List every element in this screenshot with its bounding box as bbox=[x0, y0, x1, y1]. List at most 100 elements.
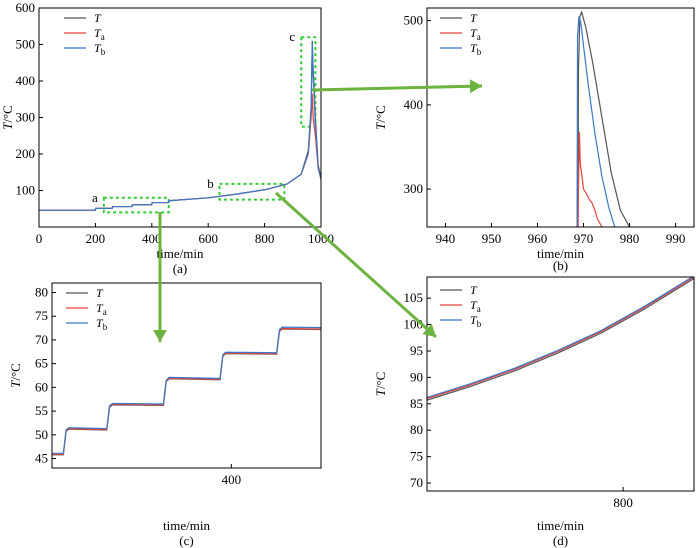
x-axis-label: time/min bbox=[537, 246, 584, 261]
legend-entry-T: T bbox=[94, 11, 102, 25]
x-tick-label: 950 bbox=[482, 231, 502, 246]
x-tick-label: 960 bbox=[528, 231, 548, 246]
panel-caption: (d) bbox=[553, 533, 568, 548]
y-tick-label: 65 bbox=[35, 356, 48, 371]
y-tick-label: 500 bbox=[16, 37, 36, 52]
x-axis-label: time/min bbox=[157, 246, 204, 261]
legend-entry-Tb: Tb bbox=[94, 41, 106, 57]
legend-entry-Ta: Ta bbox=[94, 26, 105, 42]
series-line-Ta bbox=[52, 327, 321, 455]
legend-entry-Tb: Tb bbox=[470, 41, 482, 57]
legend-entry-Tb: Tb bbox=[470, 313, 482, 329]
series-line-T bbox=[52, 328, 321, 456]
y-tick-label: 45 bbox=[35, 451, 48, 466]
y-tick-label: 50 bbox=[35, 427, 48, 442]
x-tick-label: 400 bbox=[142, 231, 162, 246]
arrow-head bbox=[469, 79, 482, 94]
legend-entry-Tb: Tb bbox=[96, 316, 108, 332]
highlight-label-a: a bbox=[92, 190, 98, 205]
x-tick-label: 0 bbox=[36, 231, 43, 246]
y-tick-label: 400 bbox=[404, 97, 424, 112]
x-tick-label: 800 bbox=[613, 495, 633, 510]
series-line-Tb bbox=[39, 42, 321, 211]
y-tick-label: 70 bbox=[410, 475, 423, 490]
plot-frame bbox=[51, 282, 322, 469]
series-line-Tb bbox=[576, 16, 616, 227]
highlight-label-c: c bbox=[289, 29, 295, 44]
series-line-Ta bbox=[427, 277, 694, 400]
chart-panel-b: 940 950 960 970 980 990 300 400 500 time/min T/°C (… bbox=[373, 7, 695, 273]
panel-caption: (c) bbox=[179, 533, 193, 548]
y-tick-label: 70 bbox=[35, 332, 48, 347]
x-tick-label: 1000 bbox=[308, 231, 334, 246]
y-tick-label: 55 bbox=[35, 403, 48, 418]
legend-entry-T: T bbox=[96, 286, 104, 300]
series-line-T bbox=[577, 10, 631, 227]
x-tick-label: 940 bbox=[436, 231, 456, 246]
arrow-b-to-panel-d bbox=[274, 191, 438, 339]
x-tick-label: 600 bbox=[198, 231, 218, 246]
series-line-Ta bbox=[39, 93, 321, 211]
y-axis-label: T/°C bbox=[8, 363, 23, 388]
y-tick-label: 300 bbox=[16, 110, 36, 125]
arrow-head bbox=[153, 330, 167, 342]
series-line-T bbox=[427, 278, 694, 401]
x-axis-label: time/min bbox=[163, 518, 210, 533]
x-tick-label: 400 bbox=[222, 472, 242, 487]
y-tick-label: 400 bbox=[16, 73, 36, 88]
series-line-Tb bbox=[427, 277, 694, 399]
x-tick-label: 800 bbox=[255, 231, 275, 246]
y-tick-label: 60 bbox=[35, 379, 48, 394]
arrow-head bbox=[422, 323, 436, 337]
y-axis-label: T/°C bbox=[373, 372, 388, 397]
legend-entry-Ta: Ta bbox=[470, 26, 481, 42]
series-line-Tb bbox=[52, 326, 321, 454]
y-tick-label: 500 bbox=[404, 13, 424, 28]
x-tick-label: 970 bbox=[574, 231, 594, 246]
y-tick-label: 75 bbox=[35, 308, 48, 323]
arrow-shaft bbox=[311, 84, 483, 92]
arrow-a-to-panel-c bbox=[153, 212, 167, 342]
x-tick-label: 980 bbox=[620, 231, 640, 246]
plot-frame bbox=[426, 7, 695, 228]
y-tick-label: 95 bbox=[410, 343, 423, 358]
highlight-box-a bbox=[102, 196, 170, 214]
y-tick-label: 105 bbox=[404, 290, 424, 305]
highlight-box-c bbox=[300, 36, 317, 128]
panel-caption: (a) bbox=[173, 261, 187, 276]
y-tick-label: 200 bbox=[16, 146, 36, 161]
x-tick-label: 990 bbox=[666, 231, 686, 246]
x-axis-label: time/min bbox=[537, 518, 584, 533]
y-tick-label: 75 bbox=[410, 449, 423, 464]
panel-caption: (b) bbox=[553, 258, 568, 273]
y-tick-label: 85 bbox=[410, 396, 423, 411]
legend-entry-T: T bbox=[470, 11, 478, 25]
arrow-shaft bbox=[274, 191, 438, 339]
y-tick-label: 600 bbox=[16, 0, 36, 15]
y-tick-label: 80 bbox=[35, 284, 48, 299]
x-tick-label: 200 bbox=[86, 231, 106, 246]
highlight-label-b: b bbox=[207, 176, 214, 191]
series-line-Ta bbox=[577, 131, 603, 227]
y-tick-label: 100 bbox=[16, 183, 36, 198]
chart-panel-d: 800707580859095100105time/minT/°C(d)TTaT… bbox=[373, 276, 695, 548]
y-axis-label: T/°C bbox=[0, 105, 15, 130]
legend-entry-T: T bbox=[470, 283, 478, 297]
plot-frame bbox=[426, 276, 695, 492]
arrow-c-to-panel-b bbox=[311, 79, 483, 94]
y-tick-label: 80 bbox=[410, 422, 423, 437]
y-tick-label: 90 bbox=[410, 369, 423, 384]
legend-entry-Ta: Ta bbox=[470, 298, 481, 314]
legend-entry-Ta: Ta bbox=[96, 301, 107, 317]
y-tick-label: 300 bbox=[404, 181, 424, 196]
series-line-T bbox=[39, 40, 321, 211]
y-axis-label: T/°C bbox=[373, 105, 388, 130]
highlight-box-b bbox=[218, 182, 286, 201]
